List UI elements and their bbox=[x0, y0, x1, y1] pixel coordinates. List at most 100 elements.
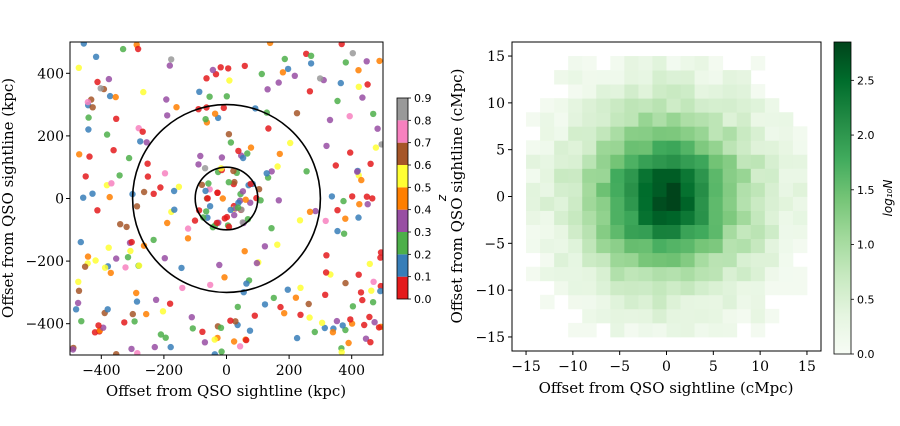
heatmap-cell bbox=[568, 210, 583, 225]
scatter-point bbox=[133, 298, 141, 305]
heatmap-cell bbox=[554, 210, 569, 225]
heatmap-cell bbox=[554, 126, 569, 141]
scatter-x-tick-label: −400 bbox=[82, 363, 120, 379]
heatmap-cell bbox=[764, 210, 780, 225]
heatmap-cell bbox=[582, 112, 597, 127]
scatter-x-axis: −400 −200 0 200 400 bbox=[82, 355, 365, 379]
density-colorbar-tick-label: 2.0 bbox=[857, 129, 875, 142]
heatmap-cell bbox=[596, 196, 611, 211]
scatter-point bbox=[167, 343, 174, 351]
scatter-point bbox=[366, 260, 373, 268]
scatter-point bbox=[150, 190, 157, 197]
scatter-point bbox=[70, 346, 77, 353]
heatmap-y-tick-label: 5 bbox=[496, 143, 505, 159]
heatmap-cell bbox=[568, 252, 583, 268]
heatmap-cell bbox=[694, 280, 710, 296]
heatmap-cell bbox=[652, 126, 667, 141]
heatmap-cell bbox=[750, 224, 766, 240]
scatter-point bbox=[328, 193, 336, 200]
scatter-point bbox=[253, 259, 261, 267]
heatmap-cell bbox=[708, 266, 724, 282]
scatter-point bbox=[80, 42, 87, 47]
heatmap-cell bbox=[638, 140, 653, 155]
scatter-point bbox=[243, 336, 250, 344]
heatmap-cell bbox=[750, 154, 766, 169]
heatmap-cell bbox=[540, 252, 555, 268]
heatmap-cell bbox=[750, 112, 766, 127]
scatter-point bbox=[275, 197, 282, 204]
heatmap-cell bbox=[666, 308, 681, 324]
heatmap-cell bbox=[624, 280, 639, 296]
scatter-panel: −400 −200 0 200 400 −400 −200 0 200 400 Offset f… bbox=[0, 41, 449, 400]
heatmap-cell bbox=[610, 182, 625, 197]
redshift-colorbar-tick-label: 0.4 bbox=[414, 204, 432, 217]
heatmap-cell bbox=[554, 112, 569, 127]
scatter-point bbox=[334, 207, 341, 214]
heatmap-cell bbox=[736, 210, 752, 225]
heatmap-cell bbox=[610, 126, 625, 141]
heatmap-cell bbox=[666, 266, 681, 282]
heatmap-cell bbox=[582, 266, 597, 282]
heatmap-cell bbox=[708, 224, 724, 240]
heatmap-cell bbox=[638, 266, 653, 282]
heatmap-cell bbox=[638, 126, 653, 141]
scatter-point bbox=[235, 199, 242, 206]
scatter-point bbox=[119, 45, 127, 53]
heatmap-cell bbox=[568, 84, 583, 99]
scatter-point bbox=[368, 287, 375, 294]
heatmap-cell bbox=[610, 294, 625, 310]
heatmap-cell bbox=[708, 84, 724, 99]
scatter-point bbox=[359, 94, 366, 101]
heatmap-cell bbox=[680, 308, 695, 324]
density-colorbar-tick-label: 0.0 bbox=[857, 348, 875, 361]
scatter-point bbox=[116, 172, 123, 179]
heatmap-cell bbox=[596, 70, 611, 85]
scatter-point bbox=[322, 269, 330, 276]
heatmap-cell bbox=[652, 182, 667, 197]
heatmap-cell bbox=[778, 126, 794, 141]
heatmap-cell bbox=[764, 238, 780, 254]
heatmap-x-axis: −15 −10 −5 0 5 10 15 bbox=[511, 351, 816, 375]
heatmap-cell bbox=[680, 126, 695, 141]
scatter-point bbox=[89, 104, 96, 111]
heatmap-cell bbox=[694, 140, 710, 155]
scatter-point bbox=[361, 321, 368, 329]
heatmap-cell bbox=[722, 252, 738, 268]
heatmap-cell bbox=[624, 168, 639, 183]
heatmap-cell bbox=[764, 182, 780, 197]
scatter-point bbox=[284, 286, 291, 293]
heatmap-cell bbox=[680, 238, 695, 254]
scatter-point bbox=[197, 152, 204, 160]
scatter-point bbox=[235, 147, 242, 155]
heatmap-cell bbox=[526, 196, 541, 211]
heatmap-cell bbox=[736, 84, 752, 99]
heatmap-cell bbox=[568, 98, 583, 113]
heatmap-cell bbox=[750, 308, 766, 324]
heatmap-cell bbox=[750, 266, 766, 282]
heatmap-cell bbox=[792, 168, 808, 183]
heatmap-cell bbox=[554, 154, 569, 169]
heatmap-cell bbox=[750, 98, 766, 113]
heatmap-cell bbox=[638, 210, 653, 225]
heatmap-cell bbox=[624, 70, 639, 85]
scatter-point bbox=[226, 77, 233, 84]
scatter-point bbox=[78, 318, 85, 325]
heatmap-panel: −15 −10 −5 0 5 10 15 −15 −10 −5 0 5 10 15 Offset fro… bbox=[448, 41, 895, 397]
scatter-point bbox=[306, 88, 314, 95]
heatmap-cell bbox=[652, 210, 667, 225]
heatmap-cell bbox=[736, 168, 752, 183]
scatter-point bbox=[241, 248, 248, 255]
scatter-point bbox=[232, 318, 239, 325]
scatter-point bbox=[303, 50, 310, 57]
scatter-point bbox=[85, 126, 92, 133]
scatter-point bbox=[211, 336, 218, 343]
scatter-point bbox=[135, 262, 143, 269]
density-colorbar-tick-label: 2.5 bbox=[857, 74, 875, 87]
scatter-point bbox=[247, 180, 254, 188]
heatmap-cell bbox=[708, 280, 724, 296]
heatmap-cell bbox=[610, 266, 625, 282]
heatmap-cell bbox=[624, 84, 639, 99]
heatmap-cell bbox=[722, 322, 738, 338]
scatter-point bbox=[268, 225, 275, 232]
